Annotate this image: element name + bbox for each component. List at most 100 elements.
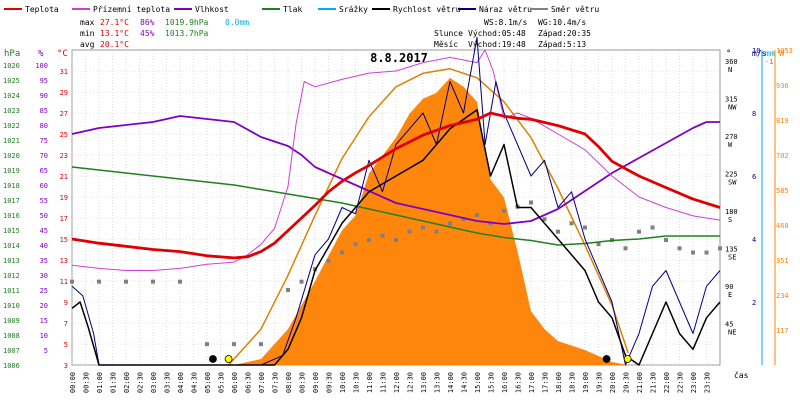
x-tick-label: 05:00 bbox=[204, 372, 212, 393]
pressure-line bbox=[71, 166, 720, 246]
hpa-tick-label: 1013 bbox=[3, 257, 20, 265]
celsius-tick-label: 13 bbox=[60, 257, 68, 265]
legend-label-wind_speed: Rychlost větru bbox=[393, 5, 461, 14]
wind-direction-point bbox=[151, 279, 155, 284]
celsius-tick-label: 27 bbox=[60, 110, 68, 118]
x-tick-label: 23:00 bbox=[690, 372, 698, 393]
solar-layer bbox=[234, 77, 629, 366]
wind-direction-point bbox=[664, 238, 668, 242]
deg-tick-label: 180 bbox=[725, 208, 738, 216]
x-tick-label: 08:30 bbox=[299, 372, 307, 393]
wind-direction-point bbox=[70, 279, 74, 284]
ms-tick-label: 4 bbox=[752, 236, 756, 244]
stats-min-temp: 13.1°C bbox=[100, 29, 129, 38]
pct-tick-label: 55 bbox=[40, 197, 48, 205]
celsius-tick-label: 3 bbox=[64, 362, 68, 370]
wind-gust-info: WG:10.4m/s bbox=[538, 18, 586, 27]
watt-tick-label: 351 bbox=[776, 257, 789, 265]
wind-direction-point bbox=[569, 221, 574, 226]
hpa-tick-label: 1020 bbox=[3, 152, 20, 160]
wind-direction-point bbox=[596, 242, 601, 247]
sunset-info: Západ:20:35 bbox=[538, 29, 591, 38]
wind-direction-point bbox=[380, 233, 385, 238]
solar-radiation-area bbox=[234, 77, 629, 366]
dir-tick-label: SE bbox=[728, 254, 736, 262]
wind-direction-point bbox=[556, 229, 560, 234]
stats-min-hum: 45% bbox=[140, 29, 155, 38]
hpa-tick-label: 1019 bbox=[3, 167, 20, 175]
pct-tick-label: 100 bbox=[35, 62, 48, 70]
pct-tick-label: 40 bbox=[40, 242, 48, 250]
x-tick-label: 00:30 bbox=[83, 372, 91, 393]
x-tick-label: 01:00 bbox=[96, 372, 104, 393]
hpa-tick-label: 1006 bbox=[3, 362, 20, 370]
moon-rise-marker bbox=[602, 355, 611, 363]
wind-speed-info: WS:8.1m/s bbox=[484, 18, 528, 27]
wind-direction-layer bbox=[70, 200, 722, 347]
hpa-tick-label: 1023 bbox=[3, 107, 20, 115]
x-tick-label: 23:30 bbox=[704, 372, 712, 393]
stats-max-rain: 0.0mm bbox=[225, 18, 249, 27]
pct-tick-label: 60 bbox=[40, 182, 48, 190]
stats-block: max 27.1°C 86% 1019.9hPa 0.0mm min 13.1°… bbox=[80, 18, 249, 49]
x-tick-label: 04:30 bbox=[191, 372, 199, 393]
wind-direction-point bbox=[677, 246, 682, 251]
celsius-tick-label: 25 bbox=[60, 131, 68, 139]
celsius-tick-label: 5 bbox=[64, 341, 68, 349]
wind-direction-point bbox=[623, 246, 628, 251]
stats-avg-temp: 20.1°C bbox=[100, 40, 129, 49]
deg-tick-label: 135 bbox=[725, 246, 738, 254]
hpa-tick-label: 1012 bbox=[3, 272, 20, 280]
pct-unit: % bbox=[38, 49, 44, 59]
sunset-marker bbox=[623, 355, 632, 363]
celsius-tick-label: 31 bbox=[60, 68, 68, 76]
time-axis-label: čas bbox=[734, 370, 749, 380]
hpa-tick-label: 1026 bbox=[3, 62, 20, 70]
wind-direction-point bbox=[475, 213, 479, 217]
x-tick-label: 06:00 bbox=[231, 372, 239, 393]
wind-direction-point bbox=[502, 208, 506, 213]
wind-direction-point bbox=[542, 217, 547, 222]
x-tick-label: 18:00 bbox=[555, 372, 563, 393]
watt-tick-label: 585 bbox=[776, 187, 789, 195]
deg-tick-label: 90 bbox=[725, 283, 733, 291]
pct-tick-label: 50 bbox=[40, 212, 48, 220]
w-unit: W bbox=[779, 49, 785, 59]
wind-direction-point bbox=[340, 250, 344, 255]
wind-direction-point bbox=[205, 342, 209, 347]
x-tick-label: 12:00 bbox=[393, 372, 401, 393]
ms-tick-label: 6 bbox=[752, 173, 756, 181]
deg-tick-label: 360 bbox=[725, 58, 738, 66]
dir-tick-label: E bbox=[728, 291, 732, 299]
pct-tick-label: 5 bbox=[44, 347, 48, 355]
celsius-tick-label: 7 bbox=[64, 320, 68, 328]
celsius-tick-label: 19 bbox=[60, 194, 68, 202]
x-tick-label: 02:00 bbox=[123, 372, 131, 393]
stats-min-press: 1013.7hPa bbox=[165, 29, 209, 38]
watt-tick-label: 1053 bbox=[776, 47, 793, 55]
x-tick-label: 09:30 bbox=[326, 372, 334, 393]
sunrise-marker bbox=[224, 355, 233, 363]
hpa-tick-label: 1011 bbox=[3, 287, 20, 295]
deg-tick-label: 45 bbox=[725, 321, 733, 329]
x-tick-label: 05:30 bbox=[218, 372, 226, 393]
moon-label: Měsíc bbox=[434, 40, 458, 49]
watt-tick-label: 936 bbox=[776, 82, 789, 90]
pct-tick-label: 85 bbox=[40, 107, 48, 115]
moonset-info: Západ:5:13 bbox=[538, 40, 586, 49]
wind-direction-point bbox=[461, 217, 466, 222]
wind-direction-point bbox=[326, 258, 331, 263]
deg-tick-label: 270 bbox=[725, 133, 738, 141]
x-tick-label: 19:30 bbox=[596, 372, 604, 393]
stats-max-temp: 27.1°C bbox=[100, 18, 129, 27]
dir-tick-label: SW bbox=[728, 179, 737, 187]
dir-tick-label: N bbox=[728, 66, 732, 74]
celsius-tick-label: 17 bbox=[60, 215, 68, 223]
dir-tick-label: S bbox=[728, 216, 732, 224]
wind-direction-point bbox=[259, 342, 263, 347]
ms-unit: m/s bbox=[752, 49, 767, 58]
x-tick-label: 14:00 bbox=[447, 372, 455, 393]
pct-tick-label: 45 bbox=[40, 227, 48, 235]
legend-label-direction: Směr větru bbox=[551, 5, 599, 14]
wind-direction-point bbox=[434, 229, 439, 234]
